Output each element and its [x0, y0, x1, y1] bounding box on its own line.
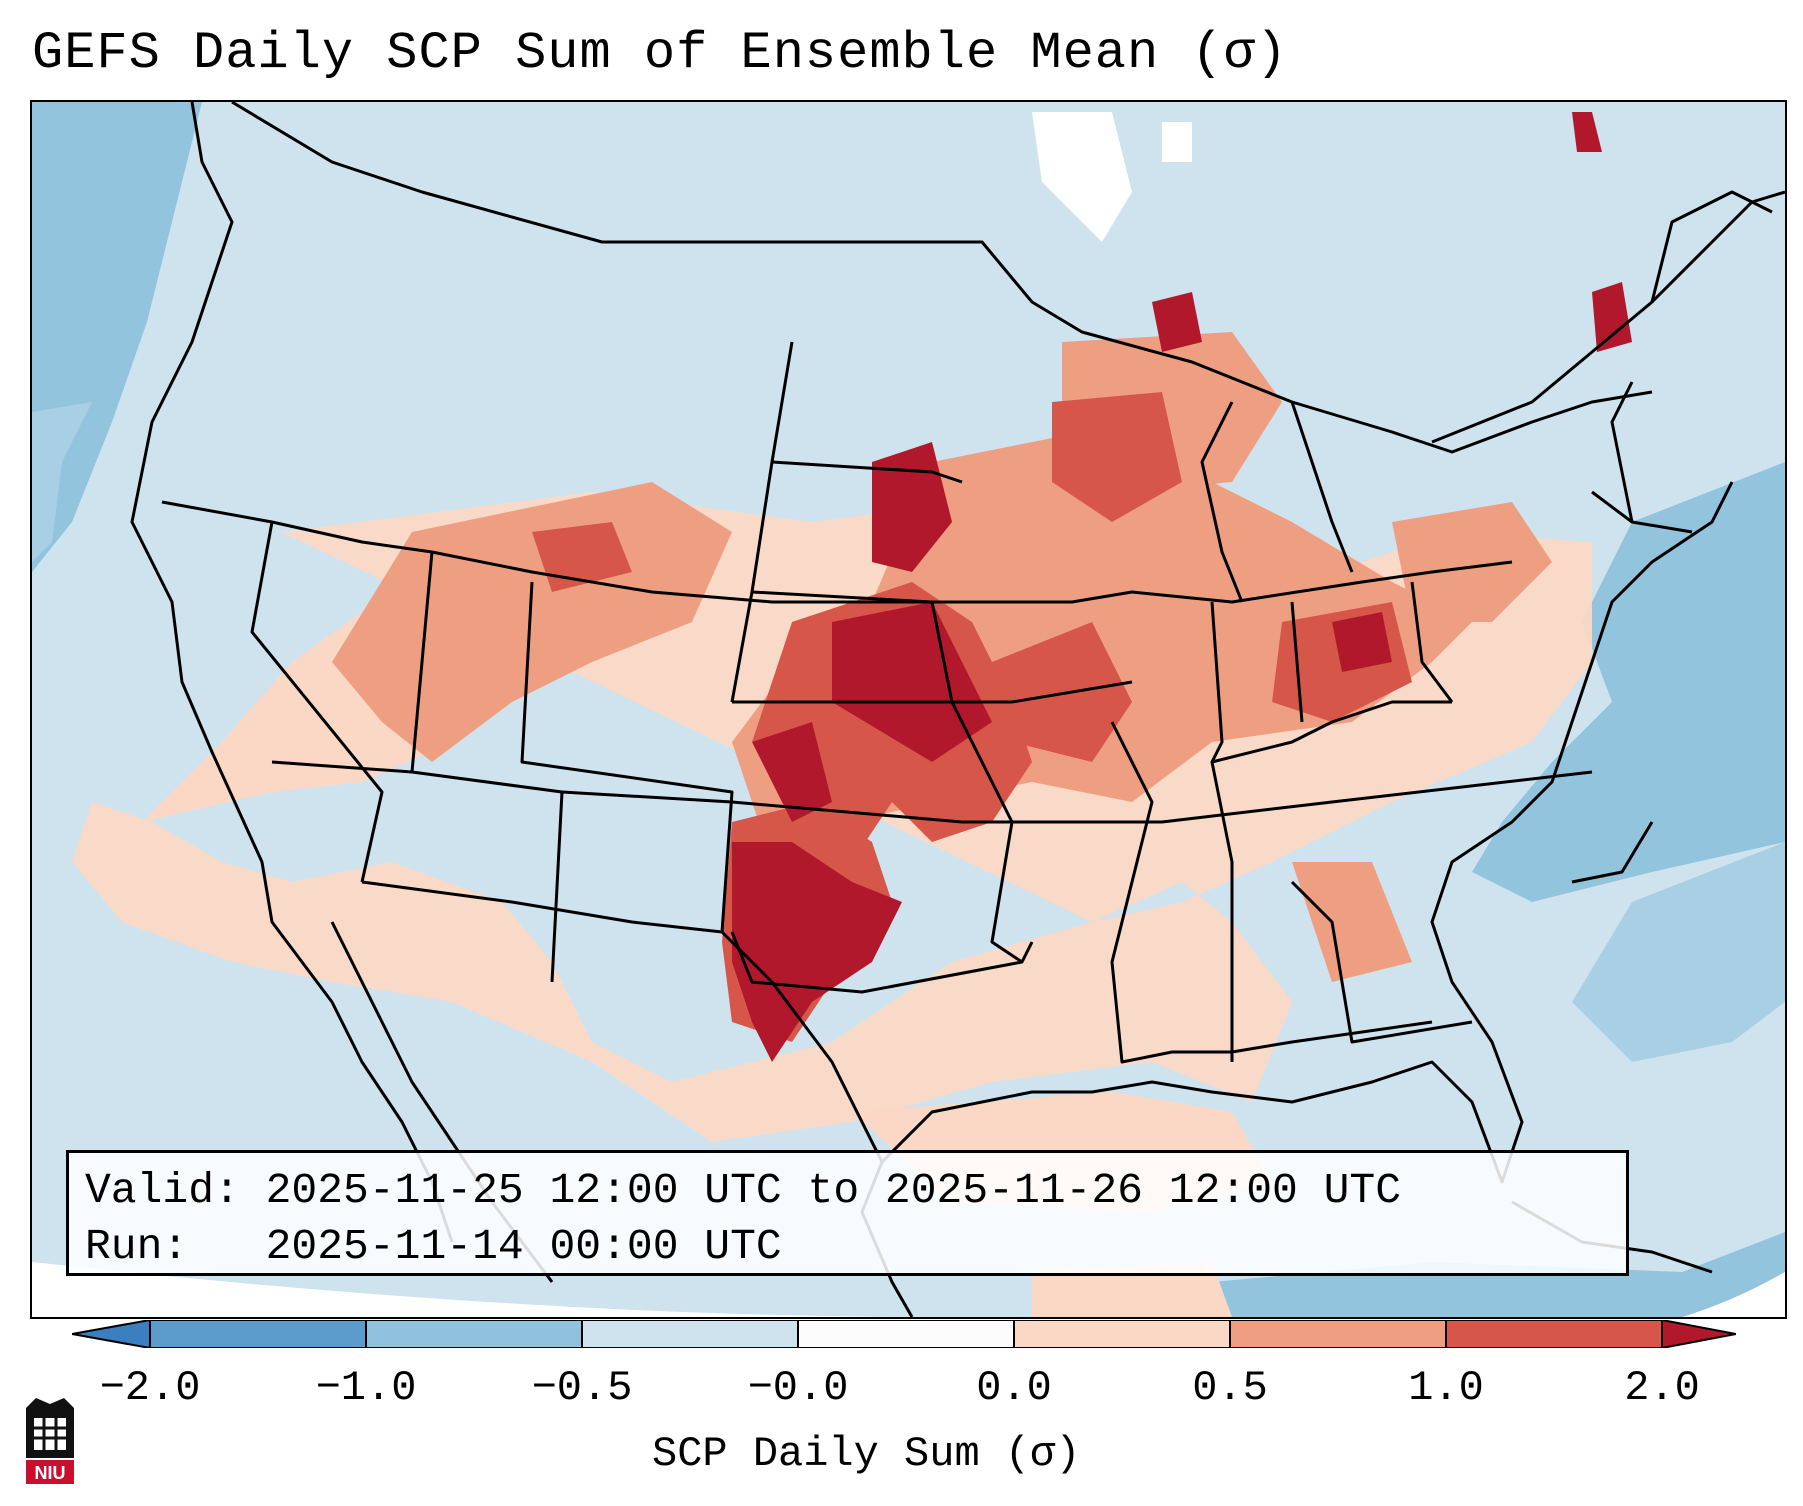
- ohio-valley: [1210, 601, 1452, 764]
- colorbar-tick-label: 0.0: [976, 1364, 1052, 1412]
- colorbar-extend-low: [72, 1320, 150, 1348]
- logo-text: NIU: [35, 1463, 66, 1483]
- quebec-extreme-cell: [1592, 282, 1632, 352]
- missouri-strong-red: [992, 622, 1132, 762]
- colorbar-segment-4: [798, 1320, 1014, 1348]
- canada-white-area: [1032, 112, 1132, 242]
- east-gulf-coastline: [880, 481, 1734, 1184]
- pacific-ocean-shade: [32, 102, 202, 572]
- wisconsin-strong-red: [1052, 392, 1182, 522]
- kansas-extreme-red: [832, 602, 992, 762]
- colorbar-extend-high: [1662, 1320, 1736, 1348]
- northern-tier-states: [161, 500, 1513, 604]
- canada-white-cell: [1162, 122, 1192, 162]
- pennsylvania-west: [1410, 581, 1454, 703]
- colorbar-tick-label: −0.5: [531, 1364, 633, 1412]
- colorbar-segment-2: [366, 1320, 582, 1348]
- red-river-line: [730, 931, 1034, 994]
- vermont-border: [1610, 381, 1634, 523]
- colorbar-segment-7: [1446, 1320, 1662, 1348]
- colorbar-segment-1: [150, 1320, 366, 1348]
- arizona-north: [271, 760, 413, 774]
- pacific-ocean-patch: [32, 402, 92, 562]
- colorbar-tick-label: −2.0: [99, 1364, 201, 1412]
- georgia-border: [1290, 880, 1473, 1044]
- dakota-south: [750, 461, 933, 604]
- nevada-border: [250, 521, 384, 883]
- alabama-border: [1210, 761, 1234, 1062]
- chart-title: GEFS Daily SCP Sum of Ensemble Mean (σ): [32, 24, 1288, 83]
- dakota-border: [770, 341, 963, 484]
- gaspe-coast: [1650, 190, 1773, 303]
- carolina-coast: [1571, 821, 1654, 884]
- colorbar-tick-label: 0.5: [1192, 1364, 1268, 1412]
- michigan-thumb: [1290, 401, 1354, 573]
- colorbar-label: SCP Daily Sum (σ): [652, 1430, 1081, 1478]
- thirty-seventh-parallel: [561, 770, 1593, 824]
- northeast-mid-red: [1392, 502, 1552, 622]
- validity-info-box: Valid: 2025-11-25 12:00 UTC to 2025-11-2…: [66, 1150, 1629, 1276]
- projection-edge-right: [1682, 1272, 1785, 1317]
- west-texas-extreme-red: [732, 842, 902, 1062]
- kansas-north: [732, 680, 1133, 704]
- lake-michigan: [1200, 401, 1244, 603]
- colorbar-tick-label: 1.0: [1408, 1364, 1484, 1412]
- colorado-border: [520, 581, 734, 933]
- southeast-mid-red: [1292, 862, 1412, 982]
- colorbar: [72, 1320, 1736, 1348]
- colorbar-segment-5: [1014, 1320, 1230, 1348]
- run-time-text: Run: 2025-11-14 00:00 UTC: [85, 1222, 782, 1271]
- map-boundaries: [130, 102, 1785, 1317]
- utah-border: [410, 551, 564, 983]
- colorbar-segment-3: [582, 1320, 798, 1348]
- atlantic-ocean-patch: [1572, 842, 1785, 1062]
- colorado-strong-red: [532, 522, 632, 592]
- nebraska-west: [730, 591, 754, 703]
- dakota-extreme-red: [872, 442, 952, 572]
- projection-edge-left: [32, 1262, 932, 1317]
- valid-time-text: Valid: 2025-11-25 12:00 UTC to 2025-11-2…: [85, 1166, 1402, 1215]
- panhandle-extreme-red: [752, 722, 832, 822]
- colorbar-tick-label: −1.0: [315, 1364, 417, 1412]
- ohio-extreme-red: [1332, 612, 1392, 672]
- missouri-river-line: [930, 601, 1023, 964]
- ontario-extreme-cell: [1152, 292, 1202, 352]
- colorbar-tick-label: −0.0: [747, 1364, 849, 1412]
- colorbar-segment-6: [1230, 1320, 1446, 1348]
- indiana-ohio-border: [1290, 601, 1304, 723]
- map-panel: [30, 100, 1787, 1319]
- canada-extreme-cell: [1572, 112, 1602, 152]
- niu-logo-icon: NIU: [26, 1398, 74, 1484]
- west-coastline: [130, 102, 454, 1243]
- colorbar-tick-label: 2.0: [1624, 1364, 1700, 1412]
- colorbar-ticks: [149, 1320, 1663, 1348]
- atlantic-ocean-shade: [1472, 462, 1785, 902]
- us-canada-border: [231, 102, 1653, 454]
- southern-states: [1110, 721, 1433, 1064]
- map-canvas: [32, 102, 1785, 1317]
